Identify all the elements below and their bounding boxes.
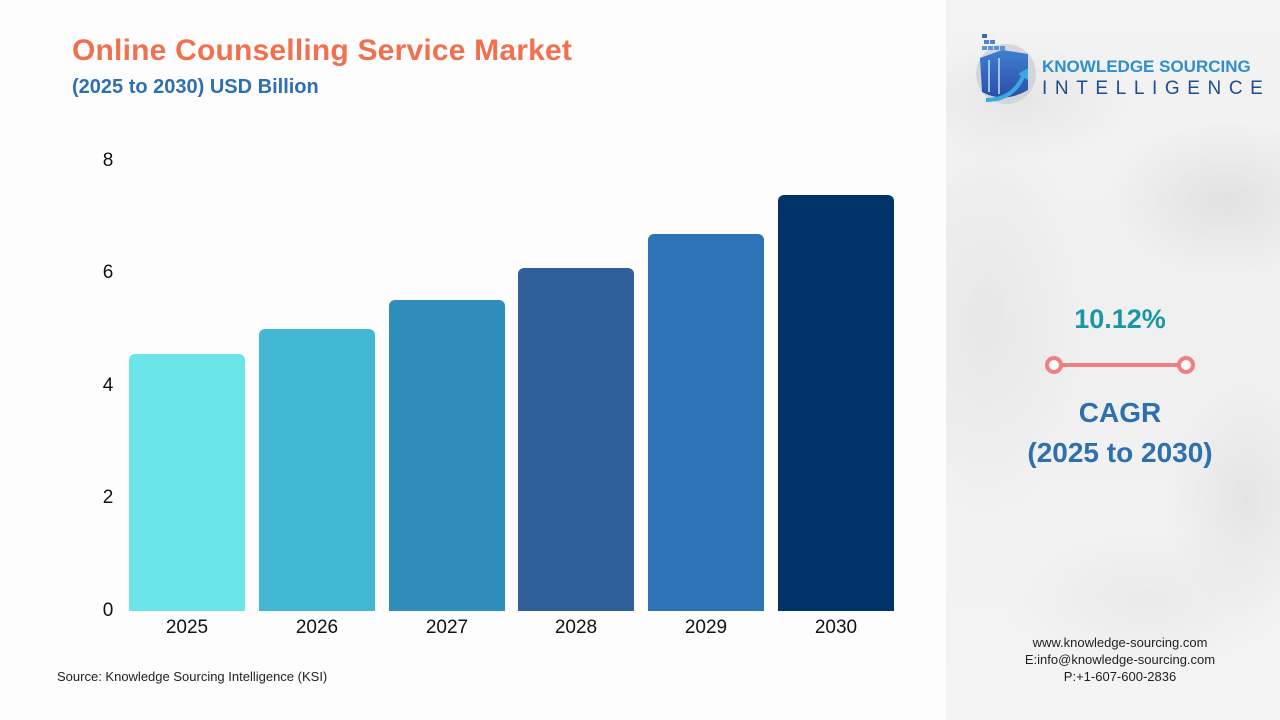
- info-panel: [946, 0, 1280, 720]
- brand-name-line1: KNOWLEDGE SOURCING: [1042, 57, 1251, 76]
- x-label: 2026: [295, 617, 339, 638]
- y-tick: 6: [102, 262, 114, 283]
- x-label: 2028: [554, 617, 598, 638]
- cagr-label: CAGR (2025 to 2030): [990, 393, 1250, 473]
- y-tick: 8: [102, 150, 114, 171]
- x-label: 2030: [814, 617, 858, 638]
- cagr-label-line1: CAGR: [1078, 397, 1162, 428]
- chart-title: Online Counselling Service Market: [72, 34, 573, 67]
- x-label: 2029: [684, 617, 728, 638]
- x-label: 2025: [165, 617, 209, 638]
- brand-name-line2: INTELLIGENCE: [1042, 78, 1271, 99]
- cagr-label-line2: (2025 to 2030): [1027, 437, 1213, 468]
- building-arrow-logo-icon: [976, 34, 1036, 104]
- email-link[interactable]: E:info@knowledge-sourcing.com: [1024, 652, 1216, 667]
- bar-2025: [129, 353, 245, 611]
- x-label: 2027: [425, 617, 469, 638]
- y-tick: 4: [102, 375, 114, 396]
- y-tick: 0: [102, 600, 114, 621]
- bar-2030: [778, 194, 894, 611]
- website-link[interactable]: www.knowledge-sourcing.com: [1032, 635, 1208, 650]
- cagr-connector-icon: [1045, 356, 1195, 374]
- source-note: Source: Knowledge Sourcing Intelligence …: [57, 669, 328, 684]
- contact-info: www.knowledge-sourcing.com E:info@knowle…: [990, 634, 1250, 685]
- phone-number: P:+1-607-600-2836: [1063, 669, 1177, 684]
- bar-2028: [518, 267, 634, 611]
- y-tick: 2: [102, 487, 114, 508]
- chart-subtitle: (2025 to 2030) USD Billion: [72, 76, 319, 98]
- bar-2029: [648, 234, 764, 611]
- cagr-value: 10.12%: [1074, 304, 1166, 334]
- bar-2027: [389, 299, 505, 611]
- bar-2026: [259, 328, 375, 611]
